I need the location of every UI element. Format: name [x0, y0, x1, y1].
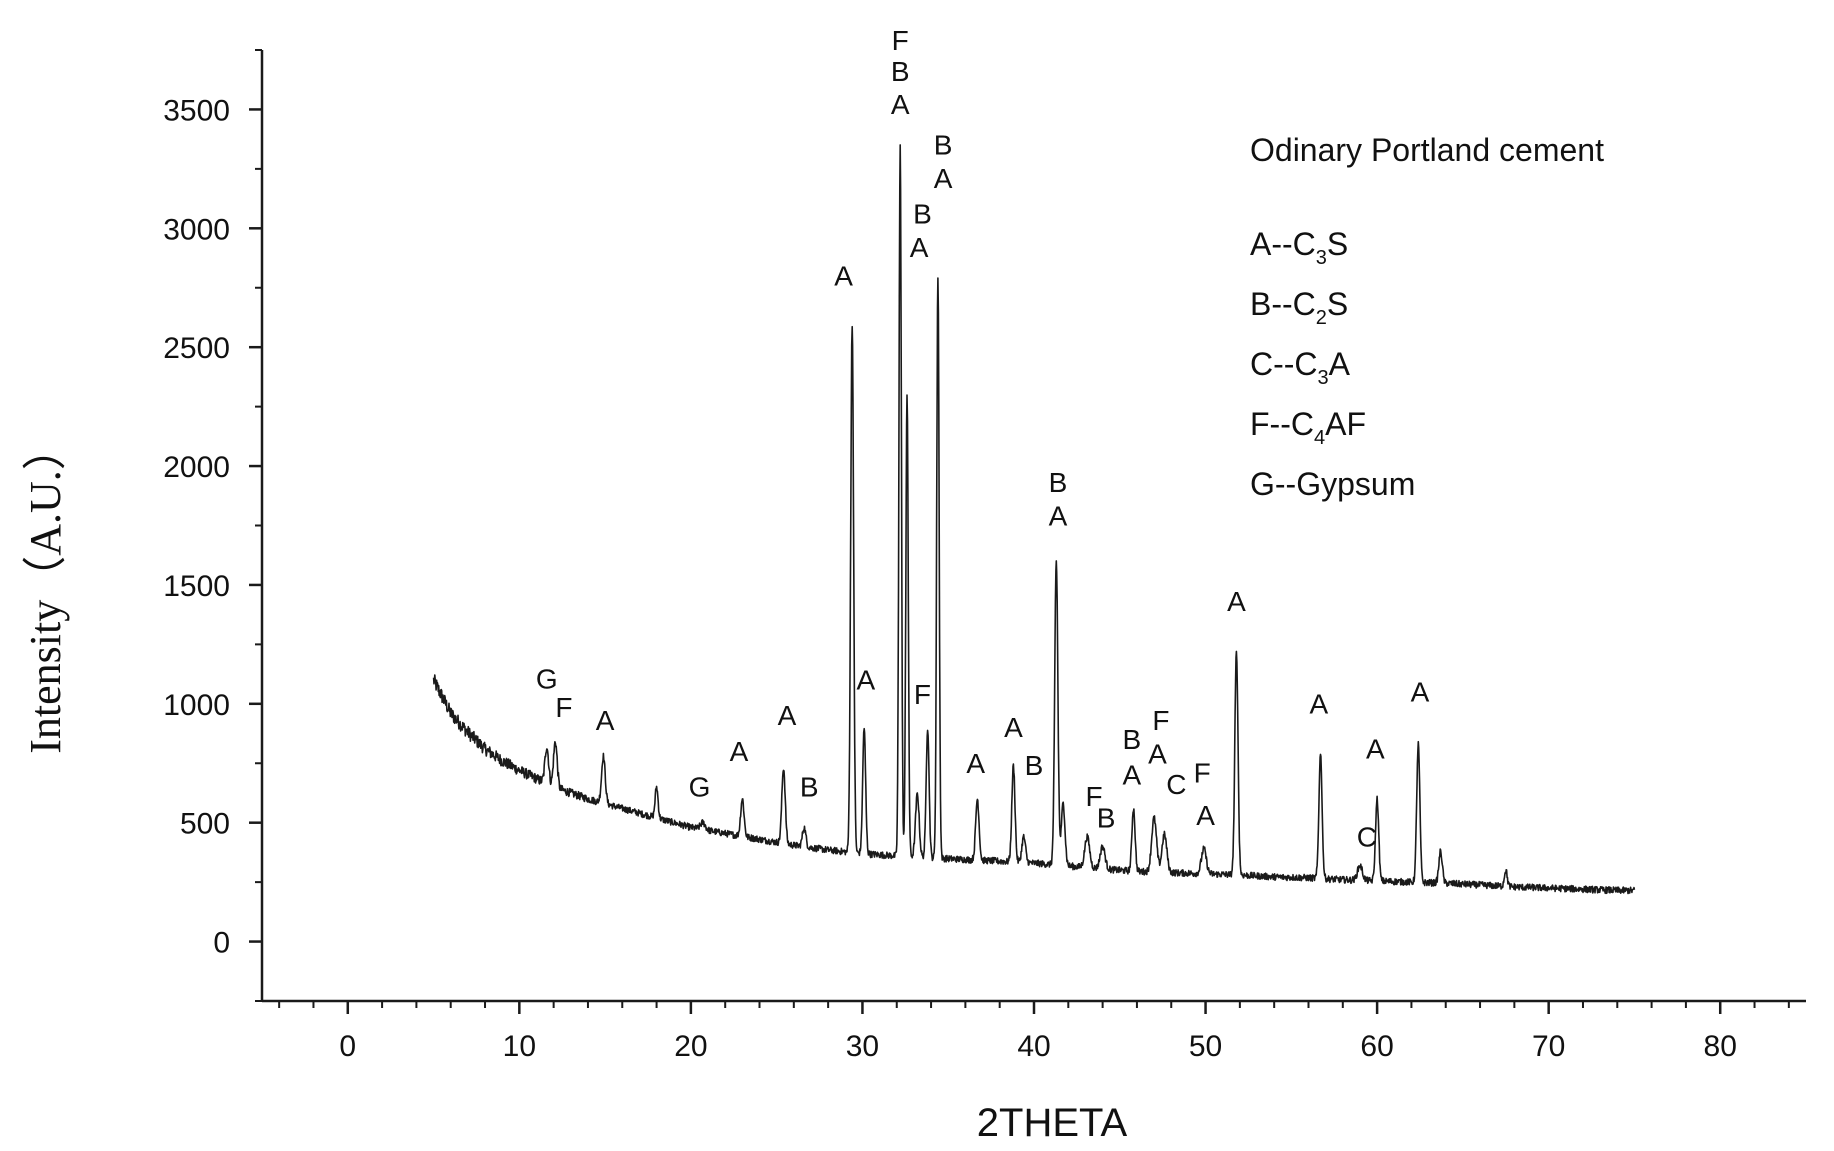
peak-label: B [934, 130, 953, 161]
series [432, 144, 1636, 895]
peak-label: A [778, 700, 797, 731]
legend-item: A--C3S [1250, 226, 1348, 269]
peak-label: G [689, 772, 711, 803]
peak-label: B [913, 199, 932, 230]
peak-label: F [1152, 705, 1169, 736]
peak-label: A [1049, 501, 1068, 532]
chart-title: Odinary Portland cement [1250, 132, 1604, 168]
y-tick-label: 2000 [163, 451, 230, 484]
legend: Odinary Portland cement A--C3S B--C2S C--C… [1250, 132, 1604, 502]
legend-item: F--C4AF [1250, 406, 1366, 449]
peak-label: B [800, 772, 819, 803]
peak-label: A [891, 89, 910, 120]
peak-label: F [1085, 781, 1102, 812]
peak-label: A [857, 665, 876, 696]
peak-label: B [1049, 467, 1068, 498]
peak-label: F [1194, 757, 1211, 788]
legend-item: C--C3A [1250, 346, 1351, 389]
legend-item: G--Gypsum [1250, 466, 1415, 502]
peak-label: F [555, 692, 572, 723]
peak-label: A [1227, 586, 1246, 617]
y-tick-label: 1000 [163, 689, 230, 722]
y-tick-label: 2500 [163, 332, 230, 365]
peak-label: A [1196, 800, 1215, 831]
peak-label: B [1122, 724, 1141, 755]
y-tick-label: 3500 [163, 94, 230, 127]
x-tick-label: 50 [1189, 1030, 1222, 1063]
peak-label: A [730, 736, 749, 767]
peak-label: G [536, 663, 558, 694]
x-tick-label: 40 [1017, 1030, 1050, 1063]
x-tick-label: 20 [674, 1030, 707, 1063]
peak-label: A [1309, 688, 1328, 719]
peak-label: A [834, 260, 853, 291]
peak-label: B [891, 56, 910, 87]
peak-label: A [910, 232, 929, 263]
y-tick-label: 1500 [163, 570, 230, 603]
ticks: 0 10 20 30 40 50 60 70 80 0 500 1000 1500 2000 2500 300… [163, 49, 1790, 1063]
peak-label: A [1004, 712, 1023, 743]
peak-label: A [596, 705, 615, 736]
y-tick-label: 500 [180, 808, 230, 841]
peak-label: C [1357, 821, 1377, 852]
peak-label: B [1097, 802, 1116, 833]
y-tick-label: 3000 [163, 213, 230, 246]
peak-label: A [1148, 738, 1167, 769]
x-tick-label: 0 [339, 1030, 356, 1063]
peak-label: A [1411, 676, 1430, 707]
peak-label: F [914, 679, 931, 710]
x-tick-label: 10 [503, 1030, 536, 1063]
peak-label: C [1166, 769, 1186, 800]
peak-label: B [1025, 750, 1044, 781]
peak-label: A [1122, 760, 1141, 791]
peak-label: A [1366, 733, 1385, 764]
x-tick-label: 60 [1360, 1030, 1393, 1063]
x-tick-label: 70 [1532, 1030, 1565, 1063]
peak-label: A [934, 163, 953, 194]
xrd-trace-line [432, 144, 1636, 895]
y-tick-label: 0 [213, 927, 230, 960]
peak-label: F [892, 25, 909, 56]
axes [260, 50, 1806, 1003]
y-axis-title: Intensity（A.U.） [21, 426, 70, 754]
x-tick-label: 80 [1704, 1030, 1737, 1063]
peak-label: A [966, 748, 985, 779]
legend-item: B--C2S [1250, 286, 1348, 329]
x-axis-title: 2THETA [977, 1101, 1128, 1145]
x-tick-label: 30 [846, 1030, 879, 1063]
